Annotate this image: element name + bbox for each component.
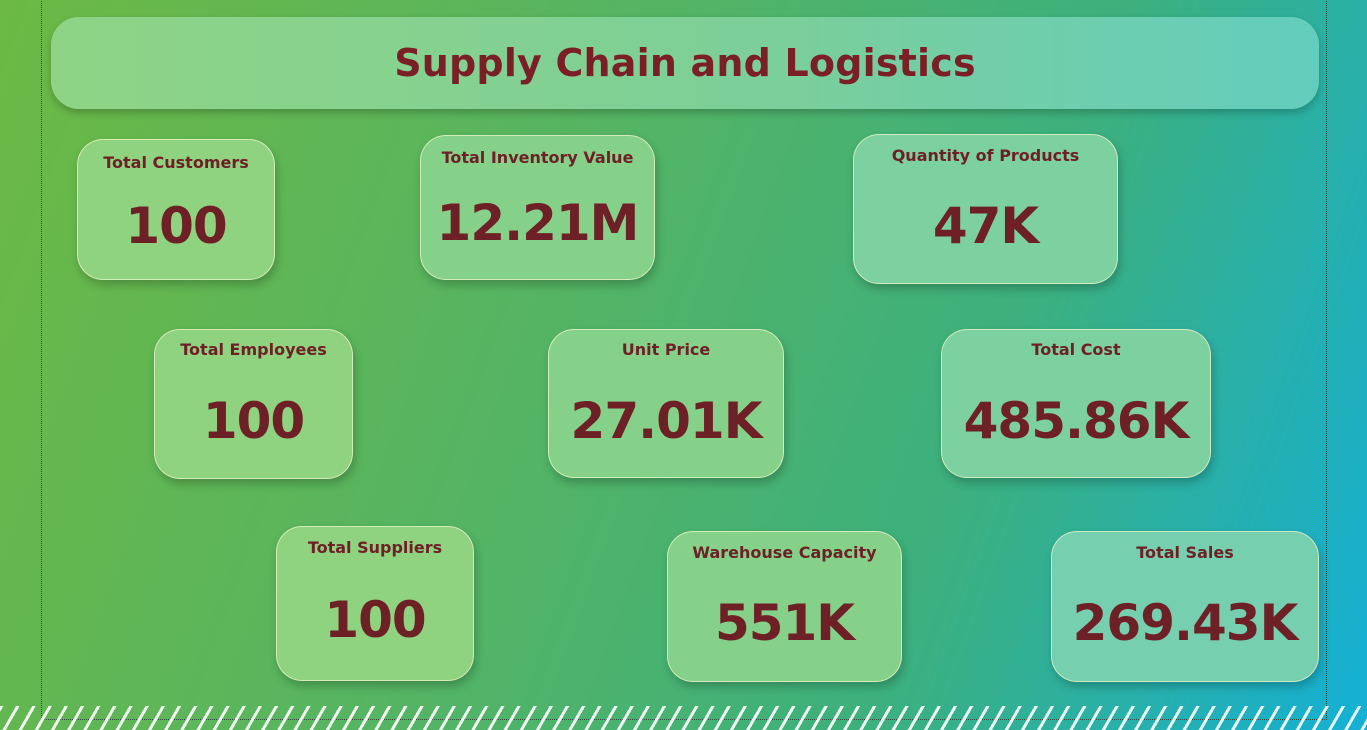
- title-banner: Supply Chain and Logistics: [51, 17, 1319, 109]
- card-value: 100: [202, 392, 305, 450]
- card-label: Total Employees: [180, 340, 327, 359]
- card-value: 485.86K: [963, 392, 1190, 450]
- card-total-inventory-value[interactable]: Total Inventory Value 12.21M: [420, 135, 655, 280]
- card-warehouse-capacity[interactable]: Warehouse Capacity 551K: [667, 531, 902, 682]
- card-value: 12.21M: [436, 194, 640, 252]
- card-label: Total Cost: [1031, 340, 1121, 359]
- page-title: Supply Chain and Logistics: [394, 41, 976, 85]
- card-label: Total Sales: [1136, 543, 1234, 562]
- card-value: 27.01K: [570, 392, 763, 450]
- decorative-stripes: [0, 706, 1367, 730]
- card-total-sales[interactable]: Total Sales 269.43K: [1051, 531, 1319, 682]
- card-label: Total Inventory Value: [441, 148, 634, 167]
- card-unit-price[interactable]: Unit Price 27.01K: [548, 329, 784, 478]
- card-total-suppliers[interactable]: Total Suppliers 100: [276, 526, 474, 681]
- card-value: 100: [324, 591, 426, 649]
- card-total-employees[interactable]: Total Employees 100: [154, 329, 353, 479]
- card-label: Quantity of Products: [891, 146, 1080, 165]
- card-value: 47K: [932, 197, 1039, 255]
- card-total-customers[interactable]: Total Customers 100: [77, 139, 275, 280]
- card-label: Total Customers: [103, 153, 249, 172]
- card-value: 100: [125, 197, 227, 255]
- card-value: 269.43K: [1072, 594, 1299, 652]
- card-label: Total Suppliers: [307, 538, 443, 557]
- card-label: Warehouse Capacity: [692, 543, 877, 562]
- card-quantity-of-products[interactable]: Quantity of Products 47K: [853, 134, 1118, 284]
- card-label: Unit Price: [621, 340, 711, 359]
- card-total-cost[interactable]: Total Cost 485.86K: [941, 329, 1211, 478]
- card-value: 551K: [714, 594, 855, 652]
